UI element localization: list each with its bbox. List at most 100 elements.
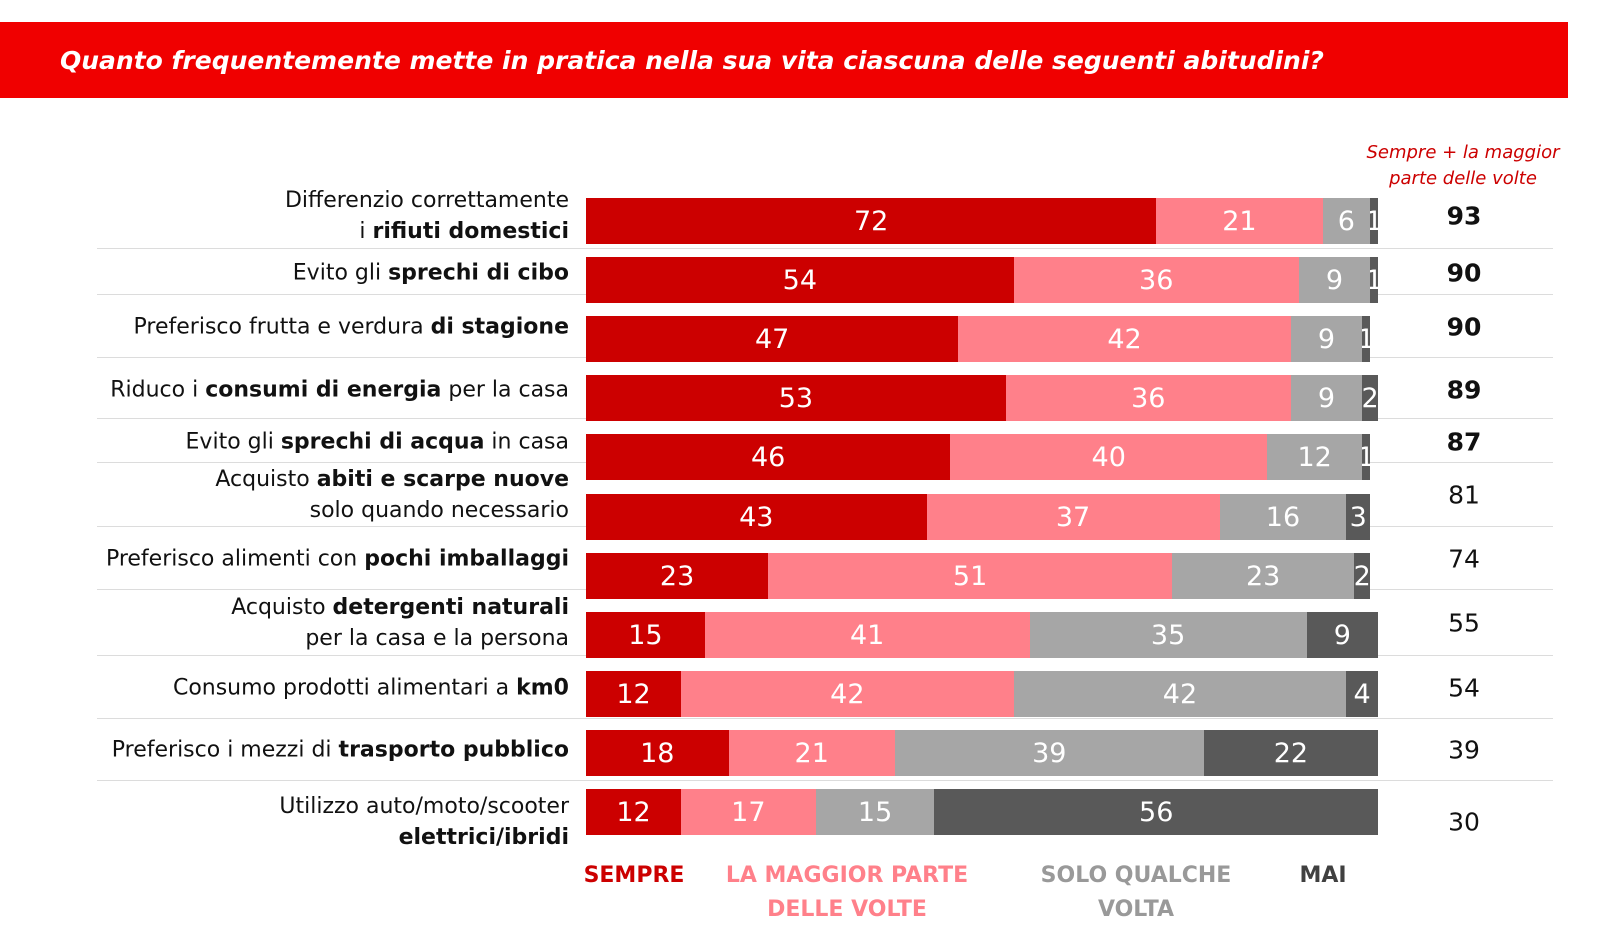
value-label: 6 [1337,205,1355,237]
value-label: 15 [857,796,893,828]
bar-segment: 39 [894,730,1204,776]
value-label: 12 [1297,441,1332,473]
value-label: 1 [1370,206,1378,237]
value-label: 56 [1139,796,1174,828]
label-line: solo quando necessario [215,495,569,526]
bar-segment: 23 [1172,553,1355,599]
bar-segment: 37 [926,494,1220,540]
value-label: 2 [1354,560,1371,592]
bar-segment: 15 [815,789,935,835]
value-label: 23 [1245,560,1281,592]
bar-segment: 46 [586,434,951,480]
label-part: Acquisto [231,595,333,620]
label-line: per la casa e la persona [231,623,569,654]
value-label: 42 [1162,678,1198,710]
label-part: elettrici/ibridi [398,825,569,850]
total-value: 55 [1448,608,1480,638]
bar-segment: 12 [586,671,682,717]
bar-segment: 9 [1298,257,1371,303]
bar-segment: 12 [1267,434,1363,480]
bar-segment: 51 [768,553,1173,599]
label-part: Acquisto [215,467,317,492]
value-label: 41 [849,619,885,651]
bar-segment: 42 [958,316,1291,362]
value-label: 46 [750,441,786,473]
bar-segment: 56 [934,789,1378,835]
bar-segment: 9 [1306,612,1378,658]
value-label: 18 [640,737,675,769]
label-part: rifiuti domestici [372,219,569,244]
bar-segment: 21 [1156,198,1323,244]
total-value: 30 [1448,807,1480,837]
value-label: 54 [782,264,818,296]
value-label: 12 [616,796,651,828]
chart-title: Quanto frequentemente mette in pratica n… [60,46,1324,75]
value-label: 42 [830,678,865,710]
value-label: 1 [1362,324,1370,355]
label-line: Preferisco i mezzi di trasporto pubblico [112,735,569,766]
value-label: 9 [1333,619,1351,651]
category-label: Consumo prodotti alimentari a km0 [173,673,569,704]
label-part: km0 [516,675,569,701]
label-part: solo quando necessario [309,498,569,523]
label-line: Riduco i consumi di energia per la casa [110,375,569,406]
bar-segment: 9 [1290,316,1363,362]
value-label: 12 [616,678,651,710]
bar-segment: 17 [681,789,816,835]
legend-entry: SEMPRE [583,863,685,888]
value-label: 53 [778,382,814,414]
category-label: Acquisto abiti e scarpe nuove solo quando… [215,464,569,526]
value-label: 40 [1091,441,1126,473]
value-label: 37 [1055,501,1091,533]
label-part: Consumo prodotti alimentari a [172,675,517,701]
total-value: 87 [1446,427,1482,457]
bar-segment: 41 [704,612,1030,658]
label-part: Evito gli [185,429,281,455]
totals-title: Sempre + la maggior parte delle volte [1366,142,1560,189]
value-label: 17 [731,796,766,828]
label-line: Acquisto abiti e scarpe nuove [215,464,569,495]
row-separator [97,248,1553,249]
label-line: Differenzio correttamente [285,185,569,216]
value-label: 42 [1107,323,1142,355]
bar-segment: 72 [586,198,1157,244]
label-line: Preferisco frutta e verdura di stagione [134,312,569,343]
value-label: 2 [1362,382,1378,414]
label-line: Utilizzo auto/moto/scooter [279,791,569,822]
category-label: Differenzio correttamente i rifiuti domes… [285,185,569,247]
bar-segment: 1 [1362,316,1371,362]
value-label: 36 [1139,264,1174,296]
label-part: Evito gli [292,260,389,286]
bar-segment: 23 [586,553,769,599]
bar-segment: 21 [728,730,895,776]
label-line: Evito gli sprechi di acqua in casa [186,427,569,458]
bar-segment: 54 [586,257,1014,303]
category-label: Evito gli sprechi di acqua in casa [186,427,569,458]
label-line: Evito gli sprechi di cibo [293,258,569,289]
category-label: Riduco i consumi di energia per la casa [110,375,569,406]
total-value: 39 [1448,735,1480,765]
bar-segment: 36 [1013,257,1299,303]
value-label: 35 [1150,619,1186,651]
row-separator [97,780,1553,781]
category-label: Preferisco frutta e verdura di stagione [134,312,569,343]
category-label: Acquisto detergenti naturali per la casa … [231,592,569,654]
label-line: Preferisco alimenti con pochi imballaggi [106,544,569,575]
bar-segment: 9 [1290,375,1363,421]
bar-segment: 35 [1029,612,1307,658]
bar-segment: 12 [586,789,682,835]
value-label: 43 [739,501,774,533]
label-line: Consumo prodotti alimentari a km0 [173,673,569,704]
label-part: pochi imballaggi [364,546,569,572]
label-part: per la casa [441,377,569,403]
value-label: 4 [1353,678,1371,710]
legend-entry: SOLO QUALCHE VOLTA [1040,863,1232,922]
label-part: Differenzio correttamente [284,188,569,213]
label-part: Preferisco frutta e verdura [133,314,431,340]
bar-segment: 3 [1346,494,1371,540]
bar-segment: 47 [586,316,959,362]
total-value: 81 [1448,480,1480,510]
total-value: 74 [1448,544,1480,574]
value-label: 23 [659,560,695,592]
value-label: 51 [952,560,988,592]
